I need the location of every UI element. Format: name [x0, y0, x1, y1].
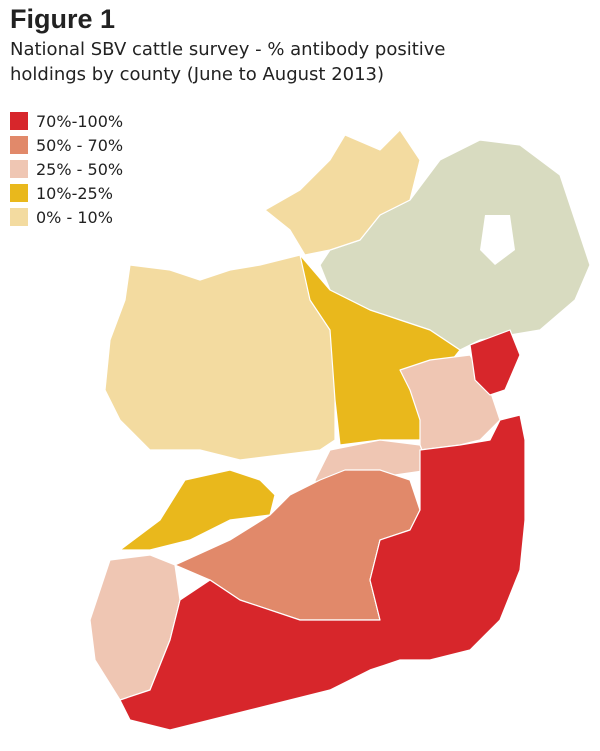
legend-label: 0% - 10%: [36, 208, 113, 227]
figure-title: holdings by county (June to August 2013): [10, 64, 384, 85]
county-group: [469, 329, 521, 396]
lough-neagh: [480, 215, 515, 265]
county-group: [119, 414, 526, 731]
figure-title: National SBV cattle survey - % antibody …: [10, 39, 446, 60]
legend-swatch: [10, 112, 28, 130]
legend-label: 25% - 50%: [36, 160, 123, 179]
legend-swatch: [10, 136, 28, 154]
map: [89, 129, 591, 731]
legend: 70%-100% 50% - 70% 25% - 50% 10%-25% 0% - 10…: [10, 112, 123, 227]
legend-label: 70%-100%: [36, 112, 123, 131]
legend-swatch: [10, 160, 28, 178]
legend-label: 10%-25%: [36, 184, 113, 203]
county-group: [119, 469, 276, 551]
legend-label: 50% - 70%: [36, 136, 123, 155]
legend-swatch: [10, 184, 28, 202]
legend-swatch: [10, 208, 28, 226]
county-group: [104, 254, 336, 461]
county-group: [264, 129, 421, 256]
figure-label: Figure 1: [10, 4, 115, 34]
